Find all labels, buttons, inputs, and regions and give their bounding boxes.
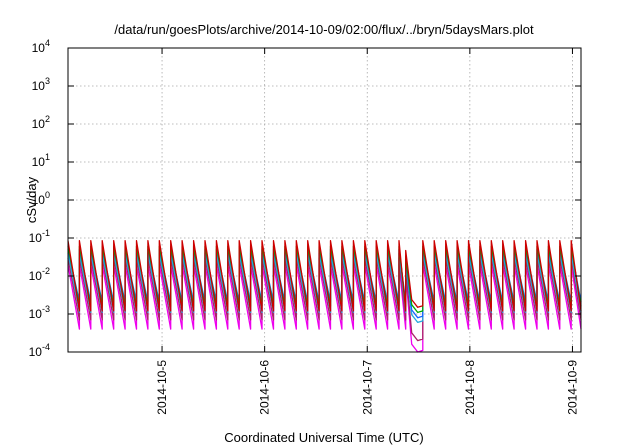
y-tick-label: 102 bbox=[32, 114, 50, 131]
y-tick-label: 101 bbox=[32, 152, 50, 169]
y-axis-label: cSv/day bbox=[24, 176, 39, 223]
x-tick-label: 2014-10-8 bbox=[463, 360, 477, 415]
y-tick-label: 10-2 bbox=[29, 266, 50, 283]
x-tick-label: 2014-10-7 bbox=[360, 360, 374, 415]
x-axis-label: Coordinated Universal Time (UTC) bbox=[224, 430, 423, 445]
series-line bbox=[67, 240, 582, 312]
y-tick-label: 10-4 bbox=[29, 342, 50, 359]
y-tick-label: 104 bbox=[32, 38, 50, 55]
y-tick-label: 10-1 bbox=[29, 228, 50, 245]
y-tick-label: 103 bbox=[32, 76, 50, 93]
x-tick-label: 2014-10-9 bbox=[565, 360, 579, 415]
chart-title: /data/run/goesPlots/archive/2014-10-09/0… bbox=[114, 22, 534, 37]
x-axis-ticks: 2014-10-5 2014-10-6 2014-10-7 2014-10-8 2014… bbox=[155, 48, 579, 415]
y-tick-label: 10-3 bbox=[29, 304, 50, 321]
x-tick-label: 2014-10-6 bbox=[258, 360, 272, 415]
data-series bbox=[67, 240, 582, 353]
y-axis-ticks: 10-4 10-3 10-2 10-1 100 101 102 103 104 bbox=[29, 38, 581, 359]
y-tick-label: 100 bbox=[32, 190, 50, 207]
x-tick-label: 2014-10-5 bbox=[155, 360, 169, 415]
